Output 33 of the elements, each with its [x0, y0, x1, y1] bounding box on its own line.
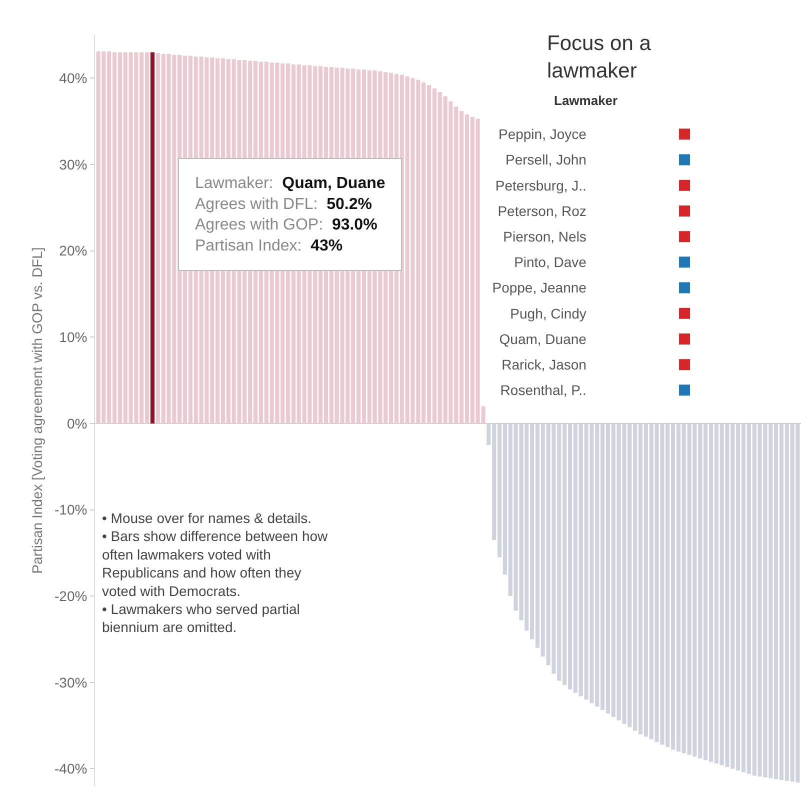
category-label: Pinto, Dave: [514, 254, 587, 270]
text: Focus on a lawmaker: [547, 32, 652, 82]
y-tick-label: -30%: [54, 674, 88, 690]
annotation: Lawmaker:: [195, 175, 274, 192]
annotation: 50.2%: [326, 196, 372, 213]
category-label: Pugh, Cindy: [510, 305, 586, 322]
y-tick-label: 30%: [59, 156, 88, 172]
annotation: Agrees with DFL:: [195, 196, 318, 213]
y-tick-label: -40%: [54, 760, 88, 777]
y-tick-label: -20%: [54, 588, 88, 604]
category-label: Peppin, Joyce: [498, 126, 587, 142]
annotation: 43%: [310, 237, 343, 254]
y-tick-label: 40%: [59, 70, 88, 86]
y-tick-label: 20%: [59, 242, 88, 259]
category-label: Quam, Duane: [499, 330, 587, 347]
y-tick-label: 10%: [59, 329, 88, 346]
category-label: Peterson, Roz: [498, 202, 586, 219]
category-label: Rarick, Jason: [502, 356, 586, 372]
annotation: Partisan Index:: [195, 237, 302, 254]
category-label: Rosenthal, P..: [500, 382, 586, 398]
bar: [150, 52, 155, 424]
legend-title: Lawmaker: [554, 93, 618, 108]
y-axis-title: Partisan Index [Voting agreement with GOP vs. DFL]: [29, 247, 46, 574]
y-tick-label: -10%: [54, 502, 88, 518]
y-tick-label: 0%: [66, 415, 88, 432]
category-label: Petersburg, J..: [495, 177, 586, 194]
category-label: Pierson, Nels: [503, 228, 586, 244]
annotation: Quam, Duane: [282, 175, 386, 192]
category-label: Persell, John: [506, 152, 586, 168]
category-label: Poppe, Jeanne: [492, 280, 587, 296]
annotation: 93.0%: [332, 216, 378, 234]
annotation: Agrees with GOP:: [195, 216, 324, 234]
annotation: • Mouse over for names & details. • Bars show difference between how often lawmakers voted with Republicans and how often they voted with Democrats. • Lawmakers who served partial biennium are omitted.: [102, 510, 329, 636]
